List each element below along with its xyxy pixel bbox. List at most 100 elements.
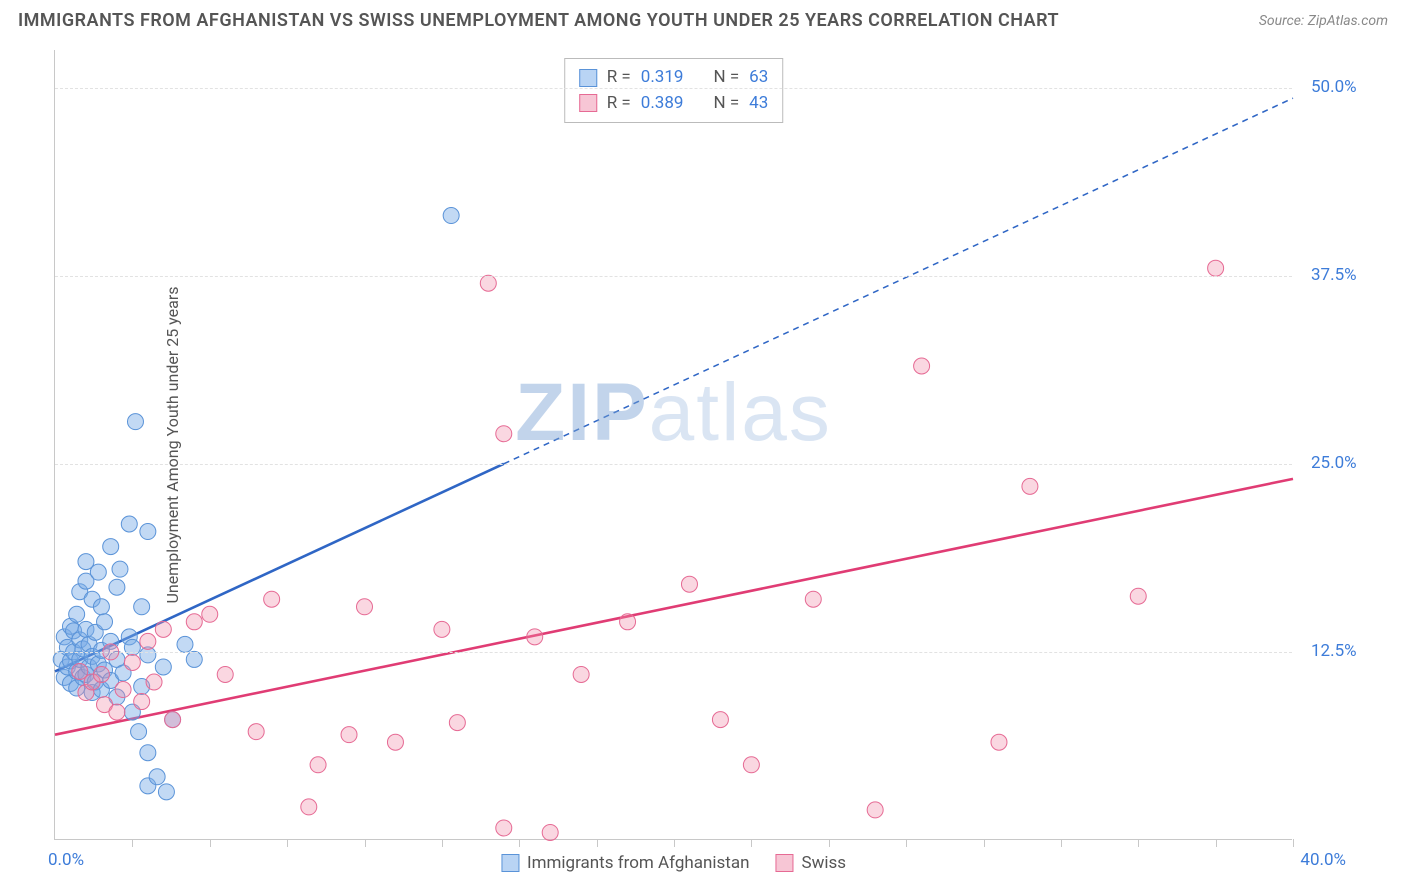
data-point-afghan (158, 784, 174, 800)
data-point-afghan (186, 651, 202, 667)
x-tick (1061, 839, 1062, 847)
x-tick (984, 839, 985, 847)
y-tick-label: 37.5% (1311, 265, 1357, 285)
data-point-afghan (127, 414, 143, 430)
data-point-afghan (134, 599, 150, 615)
xlegend-swatch-swiss (775, 854, 793, 872)
x-tick (442, 839, 443, 847)
data-point-swiss (93, 666, 109, 682)
data-point-swiss (109, 704, 125, 720)
data-point-afghan (140, 745, 156, 761)
data-point-swiss (991, 734, 1007, 750)
x-tick (1138, 839, 1139, 847)
legend-swatch-afghan (579, 69, 597, 87)
data-point-swiss (496, 426, 512, 442)
x-tick (674, 839, 675, 847)
data-point-afghan (131, 724, 147, 740)
xlegend-swatch-afghan (501, 854, 519, 872)
gridline (55, 652, 1292, 653)
data-point-swiss (496, 820, 512, 836)
data-point-swiss (805, 591, 821, 607)
data-point-swiss (387, 734, 403, 750)
gridline (55, 276, 1292, 277)
data-point-afghan (155, 659, 171, 675)
data-point-swiss (341, 727, 357, 743)
trend-line-swiss (55, 479, 1293, 735)
correlation-legend: R = 0.319 N = 63 R = 0.389 N = 43 (564, 58, 784, 123)
x-tick (287, 839, 288, 847)
legend-r-label: R = (607, 91, 631, 117)
chart-title: IMMIGRANTS FROM AFGHANISTAN VS SWISS UNE… (18, 10, 1059, 31)
data-point-swiss (1022, 478, 1038, 494)
data-point-afghan (90, 564, 106, 580)
data-point-afghan (443, 208, 459, 224)
data-point-swiss (914, 358, 930, 374)
data-point-afghan (177, 636, 193, 652)
data-point-afghan (97, 614, 113, 630)
data-point-swiss (573, 666, 589, 682)
data-point-swiss (186, 614, 202, 630)
data-point-afghan (124, 639, 140, 655)
x-tick (829, 839, 830, 847)
legend-r-value: 0.389 (641, 91, 684, 117)
x-tick (751, 839, 752, 847)
data-point-swiss (165, 712, 181, 728)
x-tick (597, 839, 598, 847)
gridline (55, 88, 1292, 89)
data-point-afghan (69, 606, 85, 622)
data-point-swiss (681, 576, 697, 592)
x-tick (519, 839, 520, 847)
xlegend-item-swiss: Swiss (775, 853, 846, 873)
data-point-afghan (140, 524, 156, 540)
data-point-swiss (1130, 588, 1146, 604)
gridline (55, 464, 1292, 465)
x-tick (132, 839, 133, 847)
data-point-swiss (434, 621, 450, 637)
data-point-afghan (93, 599, 109, 615)
y-axis-label: Unemployment Among Youth under 25 years (163, 286, 182, 603)
data-point-swiss (867, 802, 883, 818)
data-point-swiss (124, 654, 140, 670)
xlegend-item-afghan: Immigrants from Afghanistan (501, 853, 750, 873)
data-point-swiss (134, 694, 150, 710)
data-point-swiss (620, 614, 636, 630)
data-point-swiss (140, 633, 156, 649)
data-point-swiss (480, 275, 496, 291)
y-tick-label: 12.5% (1311, 641, 1357, 661)
data-point-swiss (155, 621, 171, 637)
plot-area: ZIPatlas R = 0.319 N = 63 R = 0.389 N = … (54, 50, 1292, 840)
data-point-afghan (121, 516, 137, 532)
y-tick-label: 25.0% (1311, 453, 1357, 473)
x-max-label: 40.0% (1300, 850, 1346, 870)
source-credit: Source: ZipAtlas.com (1259, 13, 1388, 29)
data-point-swiss (743, 757, 759, 773)
data-point-swiss (217, 666, 233, 682)
data-point-swiss (357, 599, 373, 615)
data-point-afghan (112, 561, 128, 577)
data-point-swiss (712, 712, 728, 728)
legend-row-swiss: R = 0.389 N = 43 (579, 91, 769, 117)
data-point-swiss (542, 824, 558, 840)
data-point-afghan (109, 579, 125, 595)
trend-line-dashed-afghan (504, 98, 1293, 464)
plot-svg (55, 50, 1292, 839)
data-point-swiss (146, 674, 162, 690)
data-point-swiss (310, 757, 326, 773)
data-point-swiss (449, 715, 465, 731)
legend-n-value: 43 (749, 91, 768, 117)
data-point-afghan (149, 769, 165, 785)
x-tick (365, 839, 366, 847)
x-axis-legend: Immigrants from Afghanistan Swiss (501, 853, 846, 873)
data-point-swiss (264, 591, 280, 607)
data-point-swiss (301, 799, 317, 815)
legend-swatch-swiss (579, 94, 597, 112)
data-point-swiss (248, 724, 264, 740)
x-origin-label: 0.0% (48, 850, 84, 870)
x-tick (1293, 839, 1294, 847)
x-tick (210, 839, 211, 847)
xlegend-label: Swiss (801, 853, 846, 873)
data-point-swiss (1208, 260, 1224, 276)
x-tick (1216, 839, 1217, 847)
data-point-afghan (103, 539, 119, 555)
chart-header: IMMIGRANTS FROM AFGHANISTAN VS SWISS UNE… (0, 0, 1406, 37)
